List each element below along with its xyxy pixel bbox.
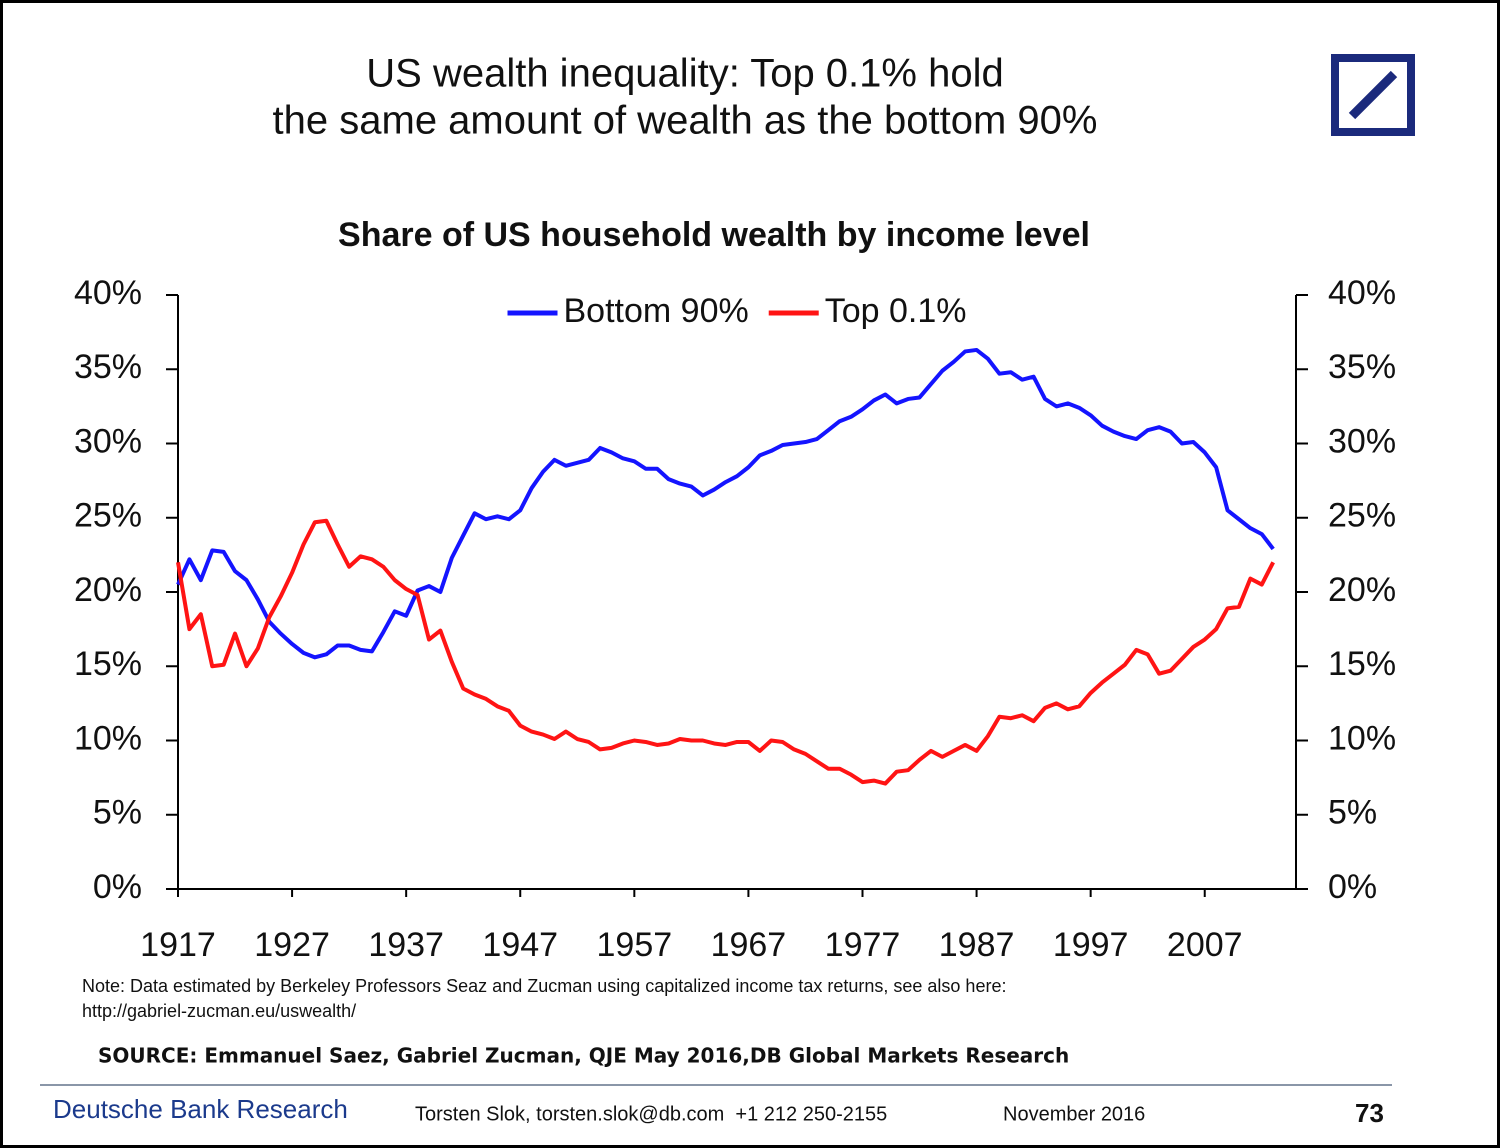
x-tick-label: 1937 xyxy=(368,926,444,964)
y-tick-label: 10% xyxy=(74,719,142,757)
x-tick-label: 1917 xyxy=(140,926,216,964)
x-tick-label: 1947 xyxy=(482,926,558,964)
x-tick-label: 1957 xyxy=(597,926,673,964)
y-tick-label: 35% xyxy=(74,348,142,386)
y2-tick-label: 20% xyxy=(1328,571,1396,609)
chart-title: Share of US household wealth by income l… xyxy=(338,216,1090,254)
footer-brand: Deutsche Bank Research xyxy=(53,1094,348,1124)
footer-contact: Torsten Slok, torsten.slok@db.com +1 212… xyxy=(415,1103,887,1125)
y2-tick-label: 15% xyxy=(1328,645,1396,683)
x-tick-label: 1987 xyxy=(939,926,1015,964)
y2-tick-label: 40% xyxy=(1328,274,1396,312)
series-line xyxy=(176,347,1275,660)
y2-tick-label: 30% xyxy=(1328,422,1396,460)
note: Note: Data estimated by Berkeley Profess… xyxy=(82,976,1006,996)
x-tick-label: 2007 xyxy=(1167,926,1243,964)
y2-tick-label: 25% xyxy=(1328,497,1396,535)
series-line xyxy=(176,518,1275,786)
x-tick-label: 1927 xyxy=(254,926,330,964)
slide-title: the same amount of wealth as the bottom … xyxy=(273,99,1098,143)
y-tick-label: 30% xyxy=(74,422,142,460)
page-number: 73 xyxy=(1355,1098,1384,1128)
source: SOURCE: Emmanuel Saez, Gabriel Zucman, Q… xyxy=(98,1044,1069,1068)
y2-tick-label: 35% xyxy=(1328,348,1396,386)
y-tick-label: 0% xyxy=(93,868,142,906)
legend-label: Top 0.1% xyxy=(825,292,967,330)
x-tick-label: 1977 xyxy=(825,926,901,964)
slide-title: US wealth inequality: Top 0.1% hold xyxy=(366,52,1003,96)
y2-tick-label: 0% xyxy=(1328,868,1377,906)
y2-tick-label: 10% xyxy=(1328,719,1396,757)
y-tick-label: 15% xyxy=(74,645,142,683)
y2-tick-label: 5% xyxy=(1328,794,1377,832)
y-tick-label: 20% xyxy=(74,571,142,609)
note: http://gabriel-zucman.eu/uswealth/ xyxy=(82,1001,356,1021)
y-tick-label: 5% xyxy=(93,794,142,832)
legend-label: Bottom 90% xyxy=(564,292,749,330)
y-tick-label: 25% xyxy=(74,497,142,535)
footer-date: November 2016 xyxy=(1003,1103,1145,1125)
logo xyxy=(1331,54,1415,136)
x-tick-label: 1997 xyxy=(1053,926,1129,964)
x-tick-label: 1967 xyxy=(711,926,787,964)
y-tick-label: 40% xyxy=(74,274,142,312)
